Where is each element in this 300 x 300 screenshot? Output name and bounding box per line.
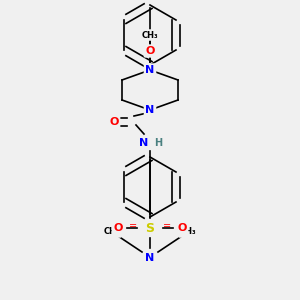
Text: CH₃: CH₃ (104, 227, 120, 236)
Text: S: S (146, 221, 154, 235)
Text: N: N (146, 65, 154, 75)
Text: N: N (140, 138, 148, 148)
Text: CH₃: CH₃ (180, 227, 196, 236)
Text: O: O (177, 223, 187, 233)
Text: O: O (113, 223, 123, 233)
Text: N: N (146, 105, 154, 115)
Text: =: = (129, 221, 137, 231)
Text: H: H (154, 138, 162, 148)
Text: =: = (163, 221, 171, 231)
Text: CH₃: CH₃ (142, 31, 158, 40)
Text: N: N (146, 253, 154, 263)
Text: O: O (145, 46, 155, 56)
Text: O: O (109, 117, 119, 127)
